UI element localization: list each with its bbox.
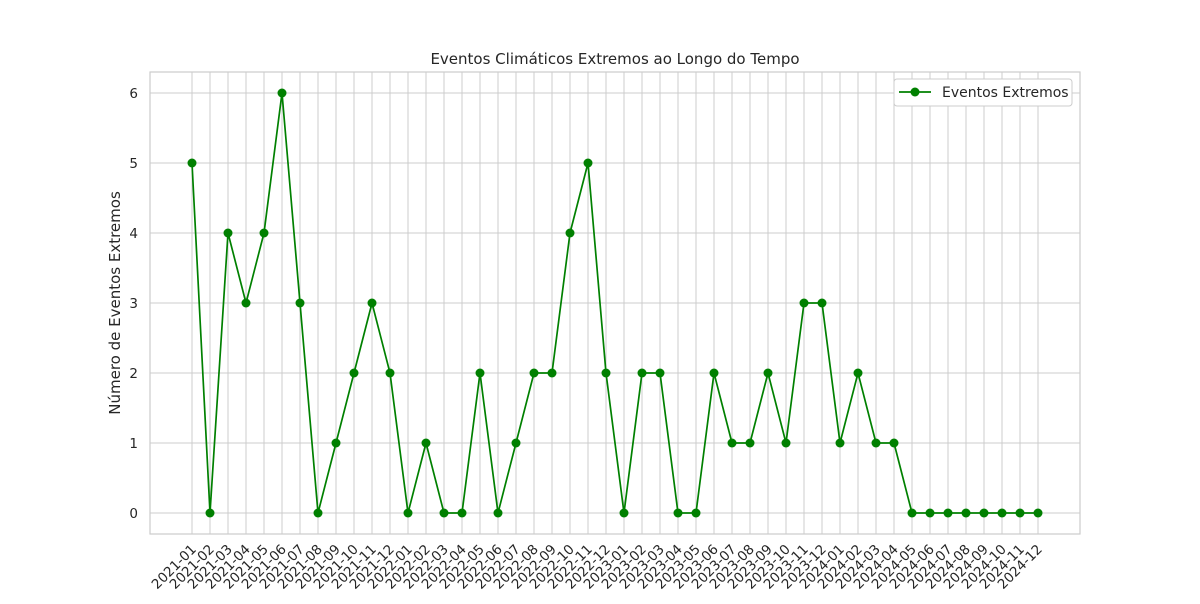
data-point (889, 438, 899, 448)
data-point (1033, 508, 1043, 518)
data-point (277, 88, 287, 98)
y-tick-label: 2 (129, 366, 138, 382)
data-point (205, 508, 215, 518)
data-point (457, 508, 467, 518)
data-point (367, 298, 377, 308)
data-point (619, 508, 629, 518)
data-point (961, 508, 971, 518)
series-layer (187, 88, 1043, 518)
plot-frame (149, 71, 1081, 535)
y-tick-label: 1 (129, 436, 138, 452)
data-point (511, 438, 521, 448)
data-point (493, 508, 503, 518)
data-point (439, 508, 449, 518)
data-point (907, 508, 917, 518)
grid-lines (150, 72, 1080, 534)
y-axis-ticks: 0 1 2 3 4 5 6 (129, 86, 138, 522)
y-tick-label: 3 (129, 296, 138, 312)
data-point (871, 438, 881, 448)
data-point (709, 368, 719, 378)
data-point (925, 508, 935, 518)
legend-entry-label: Eventos Extremos (942, 85, 1069, 101)
data-point (835, 438, 845, 448)
y-tick-label: 4 (129, 226, 138, 242)
data-point (979, 508, 989, 518)
chart-title: Eventos Climáticos Extremos ao Longo do … (430, 50, 799, 68)
data-point (295, 298, 305, 308)
data-point (223, 228, 233, 238)
data-point (799, 298, 809, 308)
legend-box (893, 78, 1073, 107)
y-tick-label: 5 (129, 156, 138, 172)
data-point (781, 438, 791, 448)
data-point (331, 438, 341, 448)
data-point (763, 368, 773, 378)
data-point (691, 508, 701, 518)
data-point (853, 368, 863, 378)
data-point (601, 368, 611, 378)
data-point (1015, 508, 1025, 518)
data-point (637, 368, 647, 378)
legend: Eventos Extremos (893, 78, 1073, 107)
data-point (817, 298, 827, 308)
data-point (403, 508, 413, 518)
series-line (191, 92, 1038, 514)
data-point (421, 438, 431, 448)
plot-border (149, 71, 1081, 535)
data-point (241, 298, 251, 308)
data-point (583, 158, 593, 168)
data-point (547, 368, 557, 378)
x-axis-ticks: 2021-012021-022021-032021-042021-052021-… (149, 542, 1046, 593)
data-point (259, 228, 269, 238)
y-tick-label: 6 (129, 86, 138, 102)
data-point (475, 368, 485, 378)
data-point (997, 508, 1007, 518)
y-axis-label: Número de Eventos Extremos (106, 191, 124, 415)
data-point (943, 508, 953, 518)
legend-marker-swatch (910, 87, 920, 97)
data-point (385, 368, 395, 378)
data-point (727, 438, 737, 448)
y-tick-label: 0 (129, 506, 138, 522)
data-point (655, 368, 665, 378)
data-point (565, 228, 575, 238)
data-point (745, 438, 755, 448)
data-point (529, 368, 539, 378)
data-point (349, 368, 359, 378)
data-point (187, 158, 197, 168)
data-point (673, 508, 683, 518)
data-point (313, 508, 323, 518)
